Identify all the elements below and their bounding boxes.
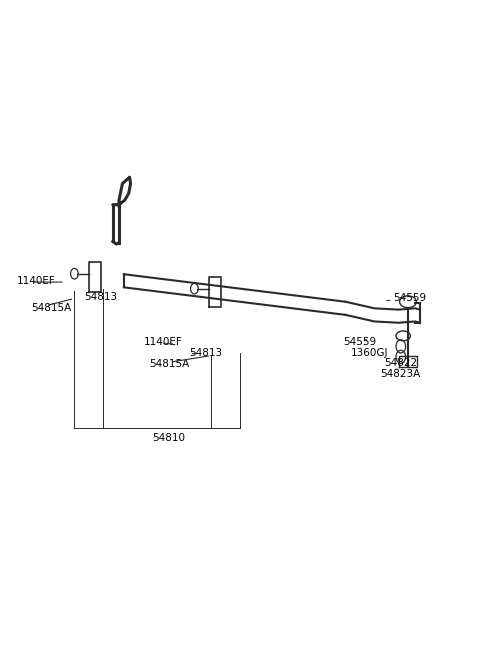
Text: 1140EF: 1140EF [144, 337, 183, 348]
Text: 1140EF: 1140EF [17, 276, 56, 286]
Text: 54823A: 54823A [381, 369, 421, 379]
Text: 54815A: 54815A [31, 303, 72, 314]
Text: 1360GJ: 1360GJ [350, 348, 388, 358]
Text: 54813: 54813 [84, 291, 117, 302]
Text: 54815A: 54815A [149, 359, 189, 369]
Text: 54810: 54810 [153, 433, 186, 443]
Text: 54822: 54822 [384, 358, 417, 369]
Text: 54559: 54559 [394, 293, 427, 304]
Text: 54813: 54813 [190, 348, 223, 358]
Text: 54559: 54559 [343, 337, 376, 348]
